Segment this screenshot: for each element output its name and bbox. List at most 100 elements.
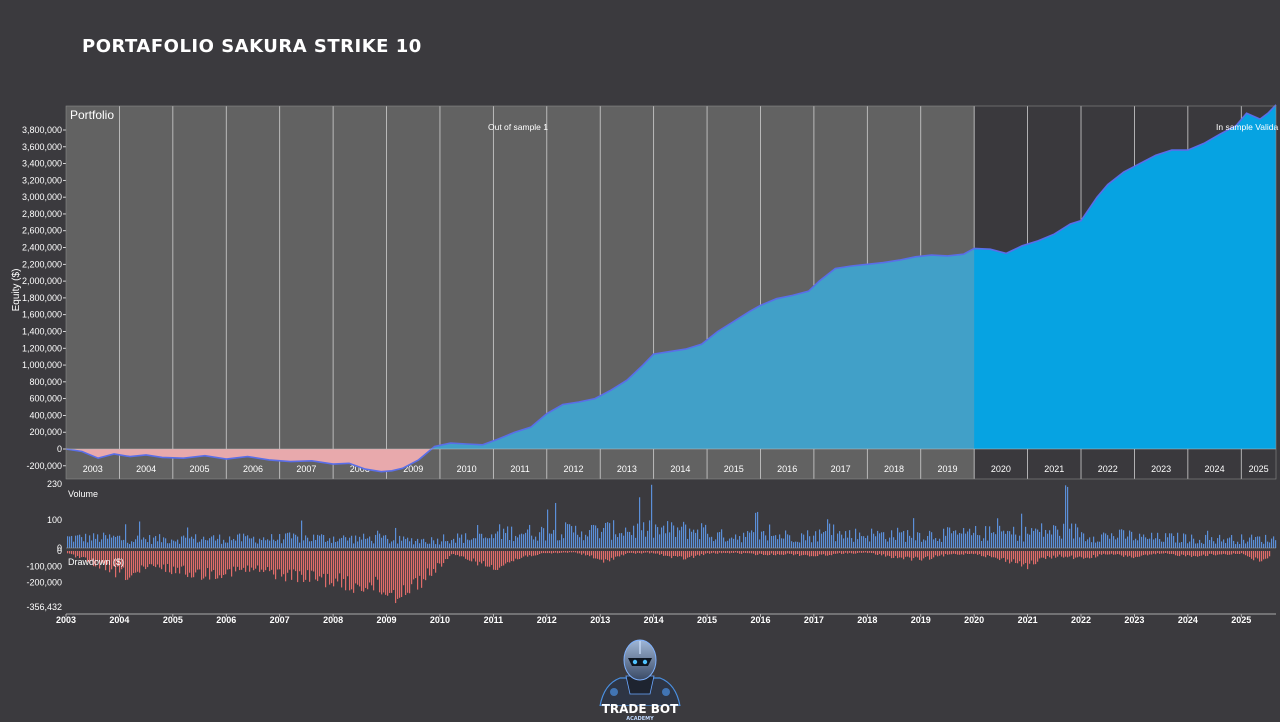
drawdown-bar [455,551,457,556]
volume-bar [451,540,453,548]
drawdown-bar [1247,551,1249,557]
volume-bar [511,526,513,548]
volume-bar [979,535,981,548]
volume-bar [459,537,461,548]
drawdown-bar [737,551,739,553]
volume-bar [805,540,807,548]
volume-bar [425,542,427,548]
drawdown-bar [889,551,891,557]
drawdown-bar [643,551,645,553]
drawdown-bar [169,551,171,573]
drawdown-bar [469,551,471,561]
drawdown-bar [953,551,955,554]
drawdown-bar [1063,551,1065,558]
x-axis-year-label: 2017 [804,615,824,625]
drawdown-bar [171,551,173,575]
volume-bar [123,539,125,548]
volume-bar [1147,539,1149,548]
drawdown-bar [239,551,241,571]
drawdown-bar [1135,551,1137,557]
volume-bar [145,539,147,548]
volume-bar [493,538,495,548]
drawdown-bar [699,551,701,556]
volume-bar [1269,542,1271,548]
volume-bar [771,535,773,548]
volume-bar [1089,537,1091,548]
volume-bar [1063,523,1065,548]
drawdown-bar [861,551,863,553]
drawdown-bar [145,551,147,570]
volume-bar [1199,539,1201,548]
volume-bar [325,541,327,548]
drawdown-bar [213,551,215,570]
drawdown-bar [749,551,751,554]
drawdown-bar [105,551,107,571]
volume-bar [937,541,939,548]
drawdown-bar [369,551,371,583]
volume-bar [585,534,587,548]
drawdown-bar [241,551,243,570]
drawdown-bar [645,551,647,553]
drawdown-bar [195,551,197,573]
drawdown-bar [559,551,561,553]
volume-bar [1145,537,1147,548]
x-axis-year-label: 2006 [216,615,236,625]
drawdown-bar [785,551,787,555]
drawdown-bar [1209,551,1211,554]
equity-year-label: 2020 [991,464,1011,474]
drawdown-bar [525,551,527,556]
volume-bar [877,530,879,548]
drawdown-bar [1197,551,1199,557]
drawdown-bar [745,551,747,554]
volume-bar [951,533,953,548]
equity-year-label: 2024 [1205,464,1225,474]
volume-bar [947,527,949,548]
drawdown-bar [193,551,195,578]
volume-bar [993,532,995,548]
drawdown-bar [579,551,581,554]
drawdown-bar [795,551,797,555]
drawdown-bar [431,551,433,576]
equity-year-label: 2003 [83,464,103,474]
drawdown-bar [339,551,341,574]
x-axis-year-label: 2014 [644,615,664,625]
drawdown-bar [317,551,319,582]
drawdown-bar [1269,551,1271,557]
drawdown-bar [1013,551,1015,560]
volume-bar [1101,534,1103,548]
volume-bar [911,537,913,548]
drawdown-bar [869,551,871,553]
drawdown-bar [839,551,841,553]
drawdown-bar [1195,551,1197,557]
drawdown-bar [685,551,687,560]
drawdown-bar [589,551,591,557]
drawdown-bar [677,551,679,557]
drawdown-bar [1167,551,1169,554]
drawdown-bar [399,551,401,598]
volume-bar [205,539,207,548]
volume-bar [163,537,165,548]
volume-bar [741,542,743,548]
drawdown-bar [687,551,689,558]
drawdown-bar [763,551,765,555]
drawdown-bar [573,551,575,553]
drawdown-bar [561,551,563,553]
volume-bar [831,535,833,548]
drawdown-bar [841,551,843,555]
drawdown-bar [463,551,465,557]
volume-bar [1039,531,1041,548]
drawdown-bar [351,551,353,590]
volume-bar [211,536,213,548]
drawdown-bar [305,551,307,580]
volume-bar [773,535,775,548]
drawdown-bar [1097,551,1099,557]
drawdown-bar [925,551,927,557]
drawdown-bar [349,551,351,591]
volume-bar [117,535,119,548]
volume-bar [621,533,623,548]
volume-bar [513,541,515,548]
volume-bar [99,541,101,548]
volume-bar [725,541,727,548]
volume-bar [883,532,885,548]
volume-bar [305,535,307,548]
